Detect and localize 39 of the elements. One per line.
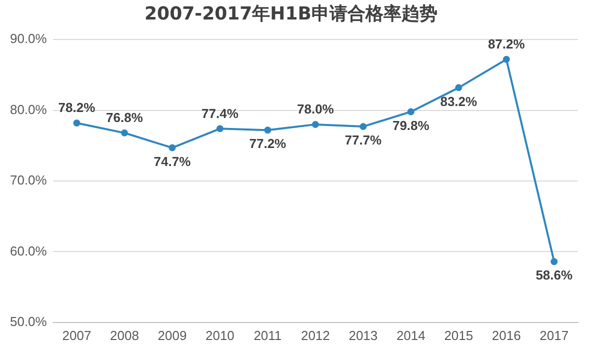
data-label: 78.2% — [58, 100, 96, 116]
y-tick-label: 80.0% — [10, 102, 48, 117]
point — [120, 129, 128, 136]
point — [312, 120, 319, 128]
point — [360, 123, 367, 130]
point — [168, 144, 176, 152]
point — [550, 258, 558, 266]
point — [407, 108, 414, 116]
point — [264, 126, 272, 134]
x-tick-label: 2013 — [348, 328, 378, 343]
x-tick-label: 2015 — [444, 328, 474, 343]
x-tick-label: 2017 — [540, 328, 569, 343]
data-label: 77.4% — [202, 106, 239, 121]
chart-title: 2007-2017年H1B申请合格率趋势 — [144, 3, 438, 24]
data-label: 74.7% — [154, 154, 192, 169]
x-tick-label: 2008 — [110, 328, 139, 343]
x-tick-label: 2010 — [205, 328, 234, 343]
y-tick-label: 50.0% — [10, 314, 48, 329]
point — [73, 120, 80, 127]
point — [216, 125, 224, 132]
x-tick-label: 2016 — [492, 328, 521, 343]
x-tick-label: 2014 — [396, 328, 426, 343]
data-label: 76.8% — [106, 110, 144, 125]
data-label: 77.7% — [344, 132, 382, 148]
data-label: 83.2% — [440, 94, 478, 109]
point — [502, 56, 510, 63]
data-label: 79.8% — [392, 118, 430, 133]
y-tick-label: 70.0% — [10, 172, 48, 188]
x-tick-label: 2009 — [158, 328, 187, 343]
data-label: 87.2% — [488, 36, 526, 52]
y-tick-label: 60.0% — [10, 243, 48, 258]
data-label: 78.0% — [296, 102, 334, 117]
data-label: 77.2% — [249, 136, 287, 152]
point — [455, 84, 462, 92]
x-tick-label: 2007 — [62, 328, 92, 343]
x-tick-label: 2012 — [300, 328, 330, 343]
y-tick-label: 90.0% — [10, 31, 48, 46]
x-tick-label: 2011 — [254, 328, 282, 343]
data-label: 58.6% — [536, 268, 573, 283]
